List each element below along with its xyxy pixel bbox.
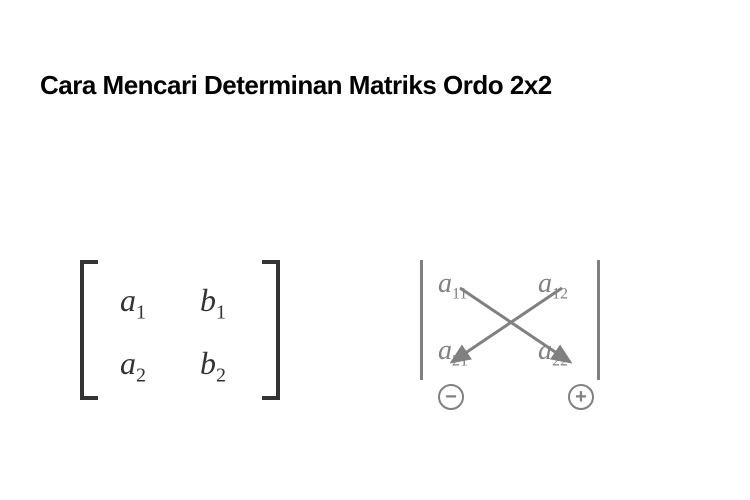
- det-cell-r2c1: a21: [438, 335, 468, 371]
- cell-sub: 1: [216, 301, 226, 323]
- cell-sub: 2: [216, 364, 226, 386]
- matrix-2x2: a1 b1 a2 b2: [80, 260, 280, 400]
- bracket-right: [262, 260, 280, 400]
- cell-base: a: [438, 268, 452, 299]
- determinant-diagram: a11 a12 a21 a22 − +: [420, 250, 600, 410]
- bracket-left: [80, 260, 98, 400]
- det-cell-r1c1: a11: [438, 268, 467, 304]
- cell-base: b: [200, 282, 216, 318]
- cell-sub: 21: [452, 353, 468, 370]
- matrix-cell-r2c2: b2: [200, 345, 226, 387]
- cell-sub: 12: [552, 286, 568, 303]
- matrix-cell-r1c2: b1: [200, 282, 226, 324]
- det-cell-r1c2: a12: [538, 268, 568, 304]
- cell-base: a: [438, 335, 452, 366]
- cell-sub: 11: [452, 286, 467, 303]
- cell-sub: 2: [136, 364, 146, 386]
- cell-sub: 1: [136, 301, 146, 323]
- page-title: Cara Mencari Determinan Matriks Ordo 2x2: [40, 70, 552, 101]
- plus-sign: +: [568, 384, 594, 410]
- cell-base: a: [120, 345, 136, 381]
- det-cell-r2c2: a22: [538, 335, 568, 371]
- det-bar-left: [420, 260, 423, 380]
- cell-sub: 22: [552, 353, 568, 370]
- matrix-cell-r2c1: a2: [120, 345, 146, 387]
- minus-sign: −: [438, 384, 464, 410]
- cell-base: a: [538, 268, 552, 299]
- cell-base: a: [538, 335, 552, 366]
- cell-base: a: [120, 282, 136, 318]
- matrix-cell-r1c1: a1: [120, 282, 146, 324]
- det-bar-right: [597, 260, 600, 380]
- cell-base: b: [200, 345, 216, 381]
